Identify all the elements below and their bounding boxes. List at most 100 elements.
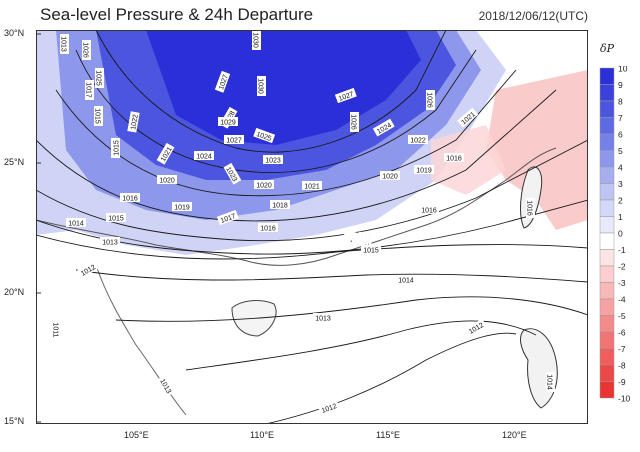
colorbar-tick-label: -4 — [618, 295, 626, 305]
colorbar-swatch — [599, 183, 615, 201]
lat-axis — [36, 33, 41, 423]
isobar-label-1016e: 1016 — [526, 200, 533, 216]
isobar-label-1025: 1025 — [255, 131, 272, 143]
isobar-label-1014c: 1014 — [546, 374, 553, 390]
colorbar-tick-label: -6 — [618, 328, 626, 338]
isobar-label-1014: 1014 — [68, 221, 84, 228]
colorbar-swatch — [599, 67, 615, 85]
lat-label-30: 30°N — [4, 28, 25, 38]
colorbar-tick-label: -3 — [618, 278, 626, 288]
isobar-label-1019: 1019 — [174, 205, 190, 212]
lon-label-120: 120°E — [502, 430, 527, 440]
colorbar-tick-label: 0 — [618, 229, 623, 239]
colorbar-swatch — [599, 265, 615, 283]
colorbar-swatch — [599, 117, 615, 135]
colorbar-swatch — [599, 100, 615, 118]
lon-label-105: 105°E — [124, 430, 149, 440]
isobar-label-1025b: 1025 — [95, 70, 102, 86]
isobar-label-1020c: 1020 — [382, 174, 398, 181]
lon-label-115: 115°E — [376, 430, 400, 440]
isobar-label-1015c: 1015 — [94, 108, 101, 124]
colorbar-swatch — [599, 249, 615, 267]
colorbar-tick-label: 1 — [618, 212, 623, 222]
map-title: Sea-level Pressure & 24h Departure — [40, 5, 314, 24]
isobar-label-1015: 1015 — [108, 216, 124, 223]
isobar-label-1027: 1027 — [218, 74, 230, 91]
isobar-lines — [36, 30, 588, 424]
lon-label-110: 110°E — [250, 430, 274, 440]
isobar-label-1017: 1017 — [220, 213, 237, 225]
pressure-fall-area — [486, 70, 588, 230]
isobar-label-1013: 1013 — [102, 240, 118, 247]
colorbar-swatch — [599, 150, 615, 168]
isobar-label-1016b: 1016 — [260, 226, 276, 233]
isobar-label-1016d: 1016 — [421, 208, 437, 215]
colorbar-tick-label: -7 — [618, 344, 626, 354]
colorbar-tick-label: -8 — [618, 361, 626, 371]
isobar-label-1023: 1023 — [265, 158, 281, 165]
colorbar-tick-label: -9 — [618, 377, 626, 387]
isobar-label-1026c: 1026 — [82, 42, 89, 58]
isobar-label-1026: 1026 — [350, 114, 357, 130]
isobar-label-1015d: 1015 — [114, 140, 121, 156]
isobar-label-1027c: 1027 — [338, 91, 355, 103]
isobar-label-1030b: 1030 — [257, 78, 264, 94]
colorbar-swatch — [599, 133, 615, 151]
colorbar-swatch — [599, 166, 615, 184]
isobar-label-1015b: 1015 — [363, 248, 379, 255]
isobar-label-1016: 1016 — [122, 196, 138, 203]
colorbar-swatch — [599, 348, 615, 366]
isobar-label-1012b: 1012 — [321, 403, 338, 415]
colorbar-tick-label: 10 — [618, 66, 628, 74]
isobar-label-1024: 1024 — [196, 154, 212, 161]
isobar-label-1022b: 1022 — [410, 138, 426, 145]
colorbar-swatch — [599, 298, 615, 316]
colorbar-swatch — [599, 199, 615, 217]
colorbar-swatch — [599, 282, 615, 300]
isobar-label-1016c: 1016 — [446, 156, 462, 163]
isobar-label-group: 1030 1027 1028 1030 1029 1027 1025 1024 … — [52, 30, 555, 416]
isobar-label-1022: 1022 — [130, 114, 140, 131]
colorbar-tick-label: -2 — [618, 262, 626, 272]
valid-time: 2018/12/06/12(UTC) — [478, 9, 588, 23]
colorbar-tick-label: 3 — [618, 179, 623, 189]
colorbar-tick-label: -5 — [618, 311, 626, 321]
isobar-label-1030: 1030 — [252, 32, 259, 48]
isobar-label-1029: 1029 — [220, 120, 236, 127]
map-frame — [36, 30, 588, 424]
colorbar-swatch — [599, 216, 615, 234]
isobar-label-1013b: 1013 — [315, 316, 331, 323]
isobar-label-1020b: 1020 — [256, 183, 272, 190]
colorbar-swatch — [599, 315, 615, 333]
isobar-label-1014b: 1014 — [398, 278, 414, 285]
isobar-label-1013d: 1013 — [60, 36, 67, 52]
colorbar-tick-label: 8 — [618, 97, 623, 107]
pressure-map: 1030 1027 1028 1030 1029 1027 1025 1024 … — [36, 30, 588, 424]
colorbar-title: δP — [600, 42, 615, 55]
coastline — [36, 147, 557, 266]
colorbar-swatch — [599, 381, 615, 399]
colorbar-swatch — [599, 84, 615, 102]
isobar-label-1026b: 1026 — [426, 92, 433, 108]
colorbar-tick-label: 2 — [618, 196, 623, 206]
colorbar-tick-label: -1 — [618, 245, 626, 255]
colorbar-tick-label: 9 — [618, 80, 623, 90]
colorbar-tick-label: 5 — [618, 146, 623, 156]
lat-label-20: 20°N — [4, 287, 25, 297]
colorbar-tick-label: 7 — [618, 113, 623, 123]
colorbar-swatch — [599, 331, 615, 349]
lat-label-25: 25°N — [4, 157, 25, 167]
lat-label-15: 15°N — [4, 416, 25, 426]
isobar-label-1021b: 1021 — [304, 184, 320, 191]
colorbar-tick-label: 6 — [618, 130, 623, 140]
colorbar-tick-label: 4 — [618, 163, 623, 173]
isobar-label-1018: 1018 — [272, 203, 288, 210]
colorbar-swatch — [599, 364, 615, 382]
isobar-label-1019b: 1019 — [416, 168, 432, 175]
isobar-label-1011: 1011 — [52, 322, 59, 337]
colorbar-swatch — [599, 232, 615, 250]
isobar-label-1017b: 1017 — [85, 82, 92, 98]
isobar-label-1020: 1020 — [159, 178, 175, 185]
city-label-shenzhen: 深圳 — [342, 231, 372, 249]
